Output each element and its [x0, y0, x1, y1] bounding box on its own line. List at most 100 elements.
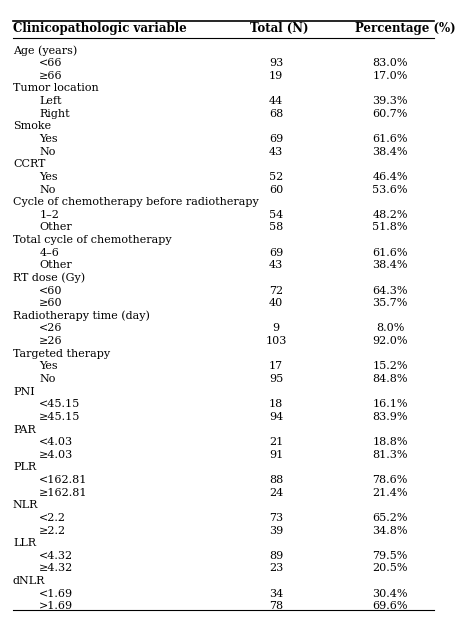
Text: 94: 94 [269, 412, 283, 422]
Text: Yes: Yes [39, 172, 58, 182]
Text: 65.2%: 65.2% [372, 513, 408, 523]
Text: 43: 43 [269, 146, 283, 156]
Text: 54: 54 [269, 210, 283, 220]
Text: No: No [39, 146, 55, 156]
Text: <4.32: <4.32 [39, 551, 73, 561]
Text: PAR: PAR [13, 424, 36, 434]
Text: Cycle of chemotherapy before radiotherapy: Cycle of chemotherapy before radiotherap… [13, 197, 259, 207]
Text: 21.4%: 21.4% [372, 488, 408, 498]
Text: <66: <66 [39, 58, 63, 69]
Text: 64.3%: 64.3% [372, 285, 408, 295]
Text: Percentage (%): Percentage (%) [355, 22, 456, 35]
Text: 8.0%: 8.0% [376, 323, 404, 333]
Text: No: No [39, 184, 55, 194]
Text: 79.5%: 79.5% [373, 551, 408, 561]
Text: 78.6%: 78.6% [373, 475, 408, 485]
Text: Other: Other [39, 222, 72, 232]
Text: dNLR: dNLR [13, 576, 46, 586]
Text: 95: 95 [269, 374, 283, 384]
Text: 38.4%: 38.4% [372, 260, 408, 270]
Text: 17: 17 [269, 361, 283, 371]
Text: Yes: Yes [39, 134, 58, 144]
Text: 1–2: 1–2 [39, 210, 59, 220]
Text: 17.0%: 17.0% [373, 71, 408, 81]
Text: ≥66: ≥66 [39, 71, 63, 81]
Text: Smoke: Smoke [13, 121, 51, 131]
Text: 61.6%: 61.6% [372, 134, 408, 144]
Text: Age (years): Age (years) [13, 45, 77, 56]
Text: 21: 21 [269, 437, 283, 447]
Text: 30.4%: 30.4% [372, 589, 408, 599]
Text: Total cycle of chemotherapy: Total cycle of chemotherapy [13, 235, 172, 245]
Text: 60: 60 [269, 184, 283, 194]
Text: 9: 9 [273, 323, 280, 333]
Text: <1.69: <1.69 [39, 589, 73, 599]
Text: Right: Right [39, 109, 70, 119]
Text: NLR: NLR [13, 500, 38, 510]
Text: 46.4%: 46.4% [372, 172, 408, 182]
Text: PLR: PLR [13, 462, 36, 472]
Text: 18.8%: 18.8% [372, 437, 408, 447]
Text: 92.0%: 92.0% [372, 336, 408, 346]
Text: >1.69: >1.69 [39, 601, 73, 611]
Text: ≥4.32: ≥4.32 [39, 563, 73, 574]
Text: <45.15: <45.15 [39, 399, 81, 409]
Text: 23: 23 [269, 563, 283, 574]
Text: No: No [39, 374, 55, 384]
Text: 43: 43 [269, 260, 283, 270]
Text: 78: 78 [269, 601, 283, 611]
Text: 40: 40 [269, 298, 283, 308]
Text: <4.03: <4.03 [39, 437, 73, 447]
Text: PNI: PNI [13, 387, 35, 397]
Text: ≥26: ≥26 [39, 336, 63, 346]
Text: ≥2.2: ≥2.2 [39, 526, 66, 536]
Text: 68: 68 [269, 109, 283, 119]
Text: Tumor location: Tumor location [13, 83, 99, 93]
Text: ≥60: ≥60 [39, 298, 63, 308]
Text: 34.8%: 34.8% [372, 526, 408, 536]
Text: 51.8%: 51.8% [372, 222, 408, 232]
Text: 19: 19 [269, 71, 283, 81]
Text: Left: Left [39, 96, 62, 106]
Text: 83.9%: 83.9% [372, 412, 408, 422]
Text: Other: Other [39, 260, 72, 270]
Text: ≥45.15: ≥45.15 [39, 412, 81, 422]
Text: RT dose (Gy): RT dose (Gy) [13, 273, 85, 283]
Text: <162.81: <162.81 [39, 475, 88, 485]
Text: 38.4%: 38.4% [372, 146, 408, 156]
Text: Clinicopathologic variable: Clinicopathologic variable [13, 22, 187, 35]
Text: 48.2%: 48.2% [372, 210, 408, 220]
Text: <2.2: <2.2 [39, 513, 66, 523]
Text: 39.3%: 39.3% [372, 96, 408, 106]
Text: Targeted therapy: Targeted therapy [13, 349, 110, 359]
Text: 89: 89 [269, 551, 283, 561]
Text: 84.8%: 84.8% [372, 374, 408, 384]
Text: LLR: LLR [13, 538, 36, 548]
Text: 91: 91 [269, 450, 283, 460]
Text: 20.5%: 20.5% [372, 563, 408, 574]
Text: 88: 88 [269, 475, 283, 485]
Text: 35.7%: 35.7% [373, 298, 408, 308]
Text: 34: 34 [269, 589, 283, 599]
Text: 69: 69 [269, 134, 283, 144]
Text: 93: 93 [269, 58, 283, 69]
Text: Total (N): Total (N) [250, 22, 308, 35]
Text: 44: 44 [269, 96, 283, 106]
Text: 52: 52 [269, 172, 283, 182]
Text: 16.1%: 16.1% [372, 399, 408, 409]
Text: ≥162.81: ≥162.81 [39, 488, 88, 498]
Text: 103: 103 [265, 336, 287, 346]
Text: 72: 72 [269, 285, 283, 295]
Text: 24: 24 [269, 488, 283, 498]
Text: 4–6: 4–6 [39, 248, 59, 258]
Text: Yes: Yes [39, 361, 58, 371]
Text: 53.6%: 53.6% [372, 184, 408, 194]
Text: 18: 18 [269, 399, 283, 409]
Text: 15.2%: 15.2% [372, 361, 408, 371]
Text: 60.7%: 60.7% [373, 109, 408, 119]
Text: 69: 69 [269, 248, 283, 258]
Text: 83.0%: 83.0% [372, 58, 408, 69]
Text: 61.6%: 61.6% [372, 248, 408, 258]
Text: CCRT: CCRT [13, 159, 46, 169]
Text: ≥4.03: ≥4.03 [39, 450, 73, 460]
